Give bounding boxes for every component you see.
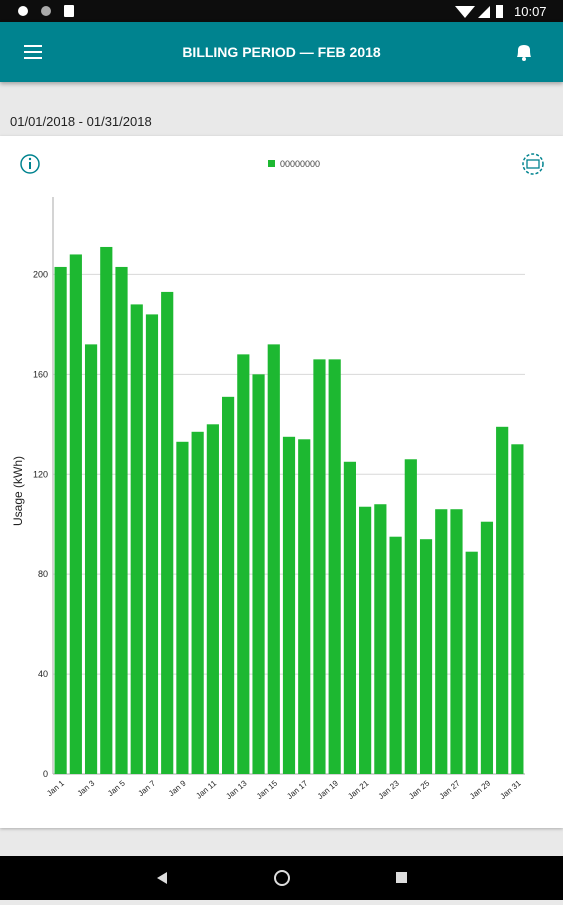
chart-card: Usage (kWh) 0 40 80 120 160 200 00000000 Jan 1 J… xyxy=(0,136,563,828)
bar xyxy=(54,266,67,774)
x-tick-label: Jan 11 xyxy=(194,778,218,800)
bar xyxy=(176,441,189,774)
bar xyxy=(115,266,128,774)
bar xyxy=(222,396,235,774)
bar xyxy=(298,439,311,774)
x-tick-label: Jan 31 xyxy=(498,778,523,801)
app-title: BILLING PERIOD — FEB 2018 xyxy=(182,44,381,60)
x-tick-label: Jan 29 xyxy=(468,778,493,801)
bar xyxy=(359,506,372,774)
x-tick-label: Jan 21 xyxy=(346,778,371,801)
app-bar: BILLING PERIOD — FEB 2018 xyxy=(0,22,563,82)
bar xyxy=(389,536,402,774)
bar xyxy=(328,359,341,774)
x-tick-label: Jan 7 xyxy=(136,778,157,798)
recents-button[interactable] xyxy=(396,872,407,883)
status-icons: 10:07 xyxy=(18,4,547,19)
x-tick-label: Jan 23 xyxy=(377,778,402,801)
bar xyxy=(435,509,448,774)
notifications-button[interactable] xyxy=(509,37,539,67)
info-button[interactable] xyxy=(20,154,40,174)
y-tick-label: 0 xyxy=(43,769,48,779)
bar xyxy=(130,304,143,774)
x-tick-label: Jan 1 xyxy=(45,778,66,798)
bar xyxy=(100,246,113,774)
bar xyxy=(480,521,494,774)
bar xyxy=(267,344,280,774)
x-tick-label: Jan 17 xyxy=(285,778,310,801)
status-bar: 10:07 xyxy=(0,0,563,22)
bar xyxy=(496,426,509,774)
x-tick-label: Jan 25 xyxy=(407,778,432,801)
legend-label: 00000000 xyxy=(280,159,320,169)
bar xyxy=(191,431,204,774)
bar xyxy=(282,436,296,774)
y-tick-label: 40 xyxy=(38,669,48,679)
y-tick-label: 120 xyxy=(33,469,48,479)
bar xyxy=(84,344,98,774)
bar xyxy=(374,504,387,774)
date-range: 01/01/2018 - 01/31/2018 xyxy=(10,114,152,129)
bar xyxy=(343,461,356,774)
nav-buttons xyxy=(157,870,407,886)
nav-bar xyxy=(0,856,563,900)
bar xyxy=(206,424,219,774)
x-tick-label: Jan 15 xyxy=(255,778,280,801)
bar xyxy=(313,359,326,774)
menu-button[interactable] xyxy=(20,37,50,67)
clock: 10:07 xyxy=(514,4,547,19)
legend-swatch xyxy=(268,160,275,167)
bar xyxy=(237,354,250,774)
back-button[interactable] xyxy=(157,872,167,884)
x-tick-label: Jan 27 xyxy=(438,778,463,801)
y-tick-label: 200 xyxy=(33,269,48,279)
x-tick-label: Jan 19 xyxy=(316,778,341,801)
x-tick-label: Jan 13 xyxy=(224,778,249,801)
bar xyxy=(419,539,433,774)
bar xyxy=(161,291,174,774)
bar xyxy=(252,374,265,774)
y-tick-label: 80 xyxy=(38,569,48,579)
y-tick-label: 160 xyxy=(33,369,48,379)
bar xyxy=(511,444,524,774)
bar xyxy=(450,509,463,774)
x-tick-label: Jan 3 xyxy=(76,778,97,798)
chart: Usage (kWh) 0 40 80 120 160 200 00000000 Jan 1 J… xyxy=(11,153,544,801)
bar xyxy=(69,254,82,775)
x-tick-label: Jan 9 xyxy=(167,778,188,798)
x-tick-label: Jan 5 xyxy=(106,778,127,798)
y-axis-label: Usage (kWh) xyxy=(11,456,25,526)
settings-button[interactable] xyxy=(522,153,544,175)
bar xyxy=(404,459,417,774)
bar xyxy=(145,314,159,774)
bar xyxy=(465,551,478,774)
home-button[interactable] xyxy=(274,870,290,886)
